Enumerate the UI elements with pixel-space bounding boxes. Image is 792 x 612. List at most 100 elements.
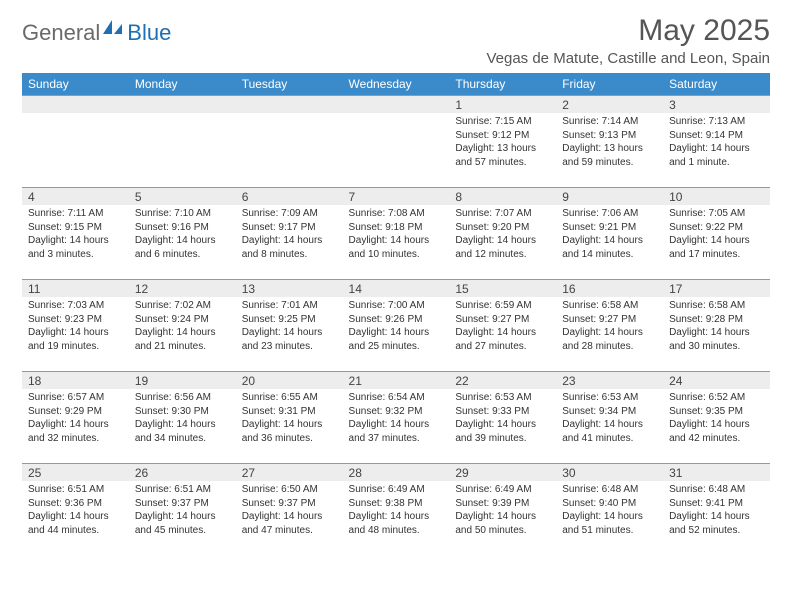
day-number: 30 [556, 463, 663, 481]
sunset-line: Sunset: 9:35 PM [669, 405, 764, 419]
daylight-line: Daylight: 14 hours and 44 minutes. [28, 510, 123, 537]
day-number: 14 [343, 279, 450, 297]
sunrise-line: Sunrise: 6:58 AM [669, 299, 764, 313]
calendar-day-cell: 28Sunrise: 6:49 AMSunset: 9:38 PMDayligh… [343, 463, 450, 555]
day-details: Sunrise: 6:55 AMSunset: 9:31 PMDaylight:… [236, 389, 343, 449]
day-number: 31 [663, 463, 770, 481]
sunset-line: Sunset: 9:24 PM [135, 313, 230, 327]
calendar-day-cell: 10Sunrise: 7:05 AMSunset: 9:22 PMDayligh… [663, 187, 770, 279]
sunrise-line: Sunrise: 7:07 AM [455, 207, 550, 221]
day-number: 17 [663, 279, 770, 297]
day-details: Sunrise: 7:14 AMSunset: 9:13 PMDaylight:… [556, 113, 663, 173]
sunrise-line: Sunrise: 6:56 AM [135, 391, 230, 405]
daylight-line: Daylight: 14 hours and 50 minutes. [455, 510, 550, 537]
calendar-day-cell: 3Sunrise: 7:13 AMSunset: 9:14 PMDaylight… [663, 95, 770, 187]
weekday-header: Friday [556, 73, 663, 95]
sunset-line: Sunset: 9:12 PM [455, 129, 550, 143]
daylight-line: Daylight: 14 hours and 48 minutes. [349, 510, 444, 537]
daylight-line: Daylight: 14 hours and 23 minutes. [242, 326, 337, 353]
calendar-day-cell: 17Sunrise: 6:58 AMSunset: 9:28 PMDayligh… [663, 279, 770, 371]
day-details: Sunrise: 7:03 AMSunset: 9:23 PMDaylight:… [22, 297, 129, 357]
daylight-line: Daylight: 14 hours and 34 minutes. [135, 418, 230, 445]
day-number: 8 [449, 187, 556, 205]
day-details: Sunrise: 6:51 AMSunset: 9:36 PMDaylight:… [22, 481, 129, 541]
sunset-line: Sunset: 9:33 PM [455, 405, 550, 419]
sunrise-line: Sunrise: 7:06 AM [562, 207, 657, 221]
sunrise-line: Sunrise: 6:48 AM [669, 483, 764, 497]
weekday-header: Sunday [22, 73, 129, 95]
calendar-day-cell: 31Sunrise: 6:48 AMSunset: 9:41 PMDayligh… [663, 463, 770, 555]
day-details: Sunrise: 6:58 AMSunset: 9:27 PMDaylight:… [556, 297, 663, 357]
calendar-week-row: 4Sunrise: 7:11 AMSunset: 9:15 PMDaylight… [22, 187, 770, 279]
sunset-line: Sunset: 9:37 PM [135, 497, 230, 511]
calendar-week-row: 18Sunrise: 6:57 AMSunset: 9:29 PMDayligh… [22, 371, 770, 463]
day-details: Sunrise: 7:09 AMSunset: 9:17 PMDaylight:… [236, 205, 343, 265]
day-number: 25 [22, 463, 129, 481]
daylight-line: Daylight: 14 hours and 14 minutes. [562, 234, 657, 261]
day-number: 9 [556, 187, 663, 205]
sunrise-line: Sunrise: 6:53 AM [562, 391, 657, 405]
sunset-line: Sunset: 9:29 PM [28, 405, 123, 419]
daylight-line: Daylight: 14 hours and 3 minutes. [28, 234, 123, 261]
calendar-day-cell: 14Sunrise: 7:00 AMSunset: 9:26 PMDayligh… [343, 279, 450, 371]
sunrise-line: Sunrise: 6:59 AM [455, 299, 550, 313]
day-number: 19 [129, 371, 236, 389]
sunrise-line: Sunrise: 7:03 AM [28, 299, 123, 313]
sunset-line: Sunset: 9:21 PM [562, 221, 657, 235]
calendar-day-cell: 24Sunrise: 6:52 AMSunset: 9:35 PMDayligh… [663, 371, 770, 463]
calendar-day-cell: 12Sunrise: 7:02 AMSunset: 9:24 PMDayligh… [129, 279, 236, 371]
daylight-line: Daylight: 14 hours and 19 minutes. [28, 326, 123, 353]
calendar-day-cell: 25Sunrise: 6:51 AMSunset: 9:36 PMDayligh… [22, 463, 129, 555]
sunset-line: Sunset: 9:27 PM [455, 313, 550, 327]
calendar-day-cell [343, 95, 450, 187]
sunset-line: Sunset: 9:14 PM [669, 129, 764, 143]
day-details: Sunrise: 6:49 AMSunset: 9:39 PMDaylight:… [449, 481, 556, 541]
sunrise-line: Sunrise: 7:11 AM [28, 207, 123, 221]
calendar-day-cell: 15Sunrise: 6:59 AMSunset: 9:27 PMDayligh… [449, 279, 556, 371]
daylight-line: Daylight: 14 hours and 1 minute. [669, 142, 764, 169]
daylight-line: Daylight: 14 hours and 37 minutes. [349, 418, 444, 445]
daylight-line: Daylight: 14 hours and 30 minutes. [669, 326, 764, 353]
sunset-line: Sunset: 9:31 PM [242, 405, 337, 419]
daylight-line: Daylight: 14 hours and 51 minutes. [562, 510, 657, 537]
calendar-day-cell: 4Sunrise: 7:11 AMSunset: 9:15 PMDaylight… [22, 187, 129, 279]
sunset-line: Sunset: 9:25 PM [242, 313, 337, 327]
sunrise-line: Sunrise: 7:14 AM [562, 115, 657, 129]
day-details: Sunrise: 7:13 AMSunset: 9:14 PMDaylight:… [663, 113, 770, 173]
daylight-line: Daylight: 14 hours and 32 minutes. [28, 418, 123, 445]
daylight-line: Daylight: 14 hours and 41 minutes. [562, 418, 657, 445]
day-details: Sunrise: 7:06 AMSunset: 9:21 PMDaylight:… [556, 205, 663, 265]
sunrise-line: Sunrise: 6:51 AM [28, 483, 123, 497]
daylight-line: Daylight: 14 hours and 21 minutes. [135, 326, 230, 353]
day-details: Sunrise: 6:51 AMSunset: 9:37 PMDaylight:… [129, 481, 236, 541]
sunset-line: Sunset: 9:15 PM [28, 221, 123, 235]
weekday-header: Monday [129, 73, 236, 95]
sunset-line: Sunset: 9:23 PM [28, 313, 123, 327]
daylight-line: Daylight: 13 hours and 57 minutes. [455, 142, 550, 169]
day-number: 29 [449, 463, 556, 481]
sunrise-line: Sunrise: 6:50 AM [242, 483, 337, 497]
logo-sail-icon [102, 18, 124, 41]
sunset-line: Sunset: 9:30 PM [135, 405, 230, 419]
day-number: 28 [343, 463, 450, 481]
sunrise-line: Sunrise: 7:15 AM [455, 115, 550, 129]
calendar-table: Sunday Monday Tuesday Wednesday Thursday… [22, 73, 770, 555]
calendar-day-cell: 7Sunrise: 7:08 AMSunset: 9:18 PMDaylight… [343, 187, 450, 279]
sunrise-line: Sunrise: 7:00 AM [349, 299, 444, 313]
sunrise-line: Sunrise: 6:49 AM [455, 483, 550, 497]
calendar-day-cell: 26Sunrise: 6:51 AMSunset: 9:37 PMDayligh… [129, 463, 236, 555]
sunrise-line: Sunrise: 6:48 AM [562, 483, 657, 497]
day-number: 18 [22, 371, 129, 389]
day-details: Sunrise: 6:48 AMSunset: 9:40 PMDaylight:… [556, 481, 663, 541]
day-details: Sunrise: 6:49 AMSunset: 9:38 PMDaylight:… [343, 481, 450, 541]
month-title: May 2025 [486, 14, 770, 48]
daylight-line: Daylight: 14 hours and 25 minutes. [349, 326, 444, 353]
day-details: Sunrise: 6:59 AMSunset: 9:27 PMDaylight:… [449, 297, 556, 357]
day-details: Sunrise: 6:50 AMSunset: 9:37 PMDaylight:… [236, 481, 343, 541]
calendar-day-cell: 2Sunrise: 7:14 AMSunset: 9:13 PMDaylight… [556, 95, 663, 187]
calendar-day-cell [129, 95, 236, 187]
header: General Blue May 2025 Vegas de Matute, C… [22, 14, 770, 67]
day-details: Sunrise: 6:53 AMSunset: 9:33 PMDaylight:… [449, 389, 556, 449]
sunrise-line: Sunrise: 6:49 AM [349, 483, 444, 497]
location-subtitle: Vegas de Matute, Castille and Leon, Spai… [486, 50, 770, 67]
